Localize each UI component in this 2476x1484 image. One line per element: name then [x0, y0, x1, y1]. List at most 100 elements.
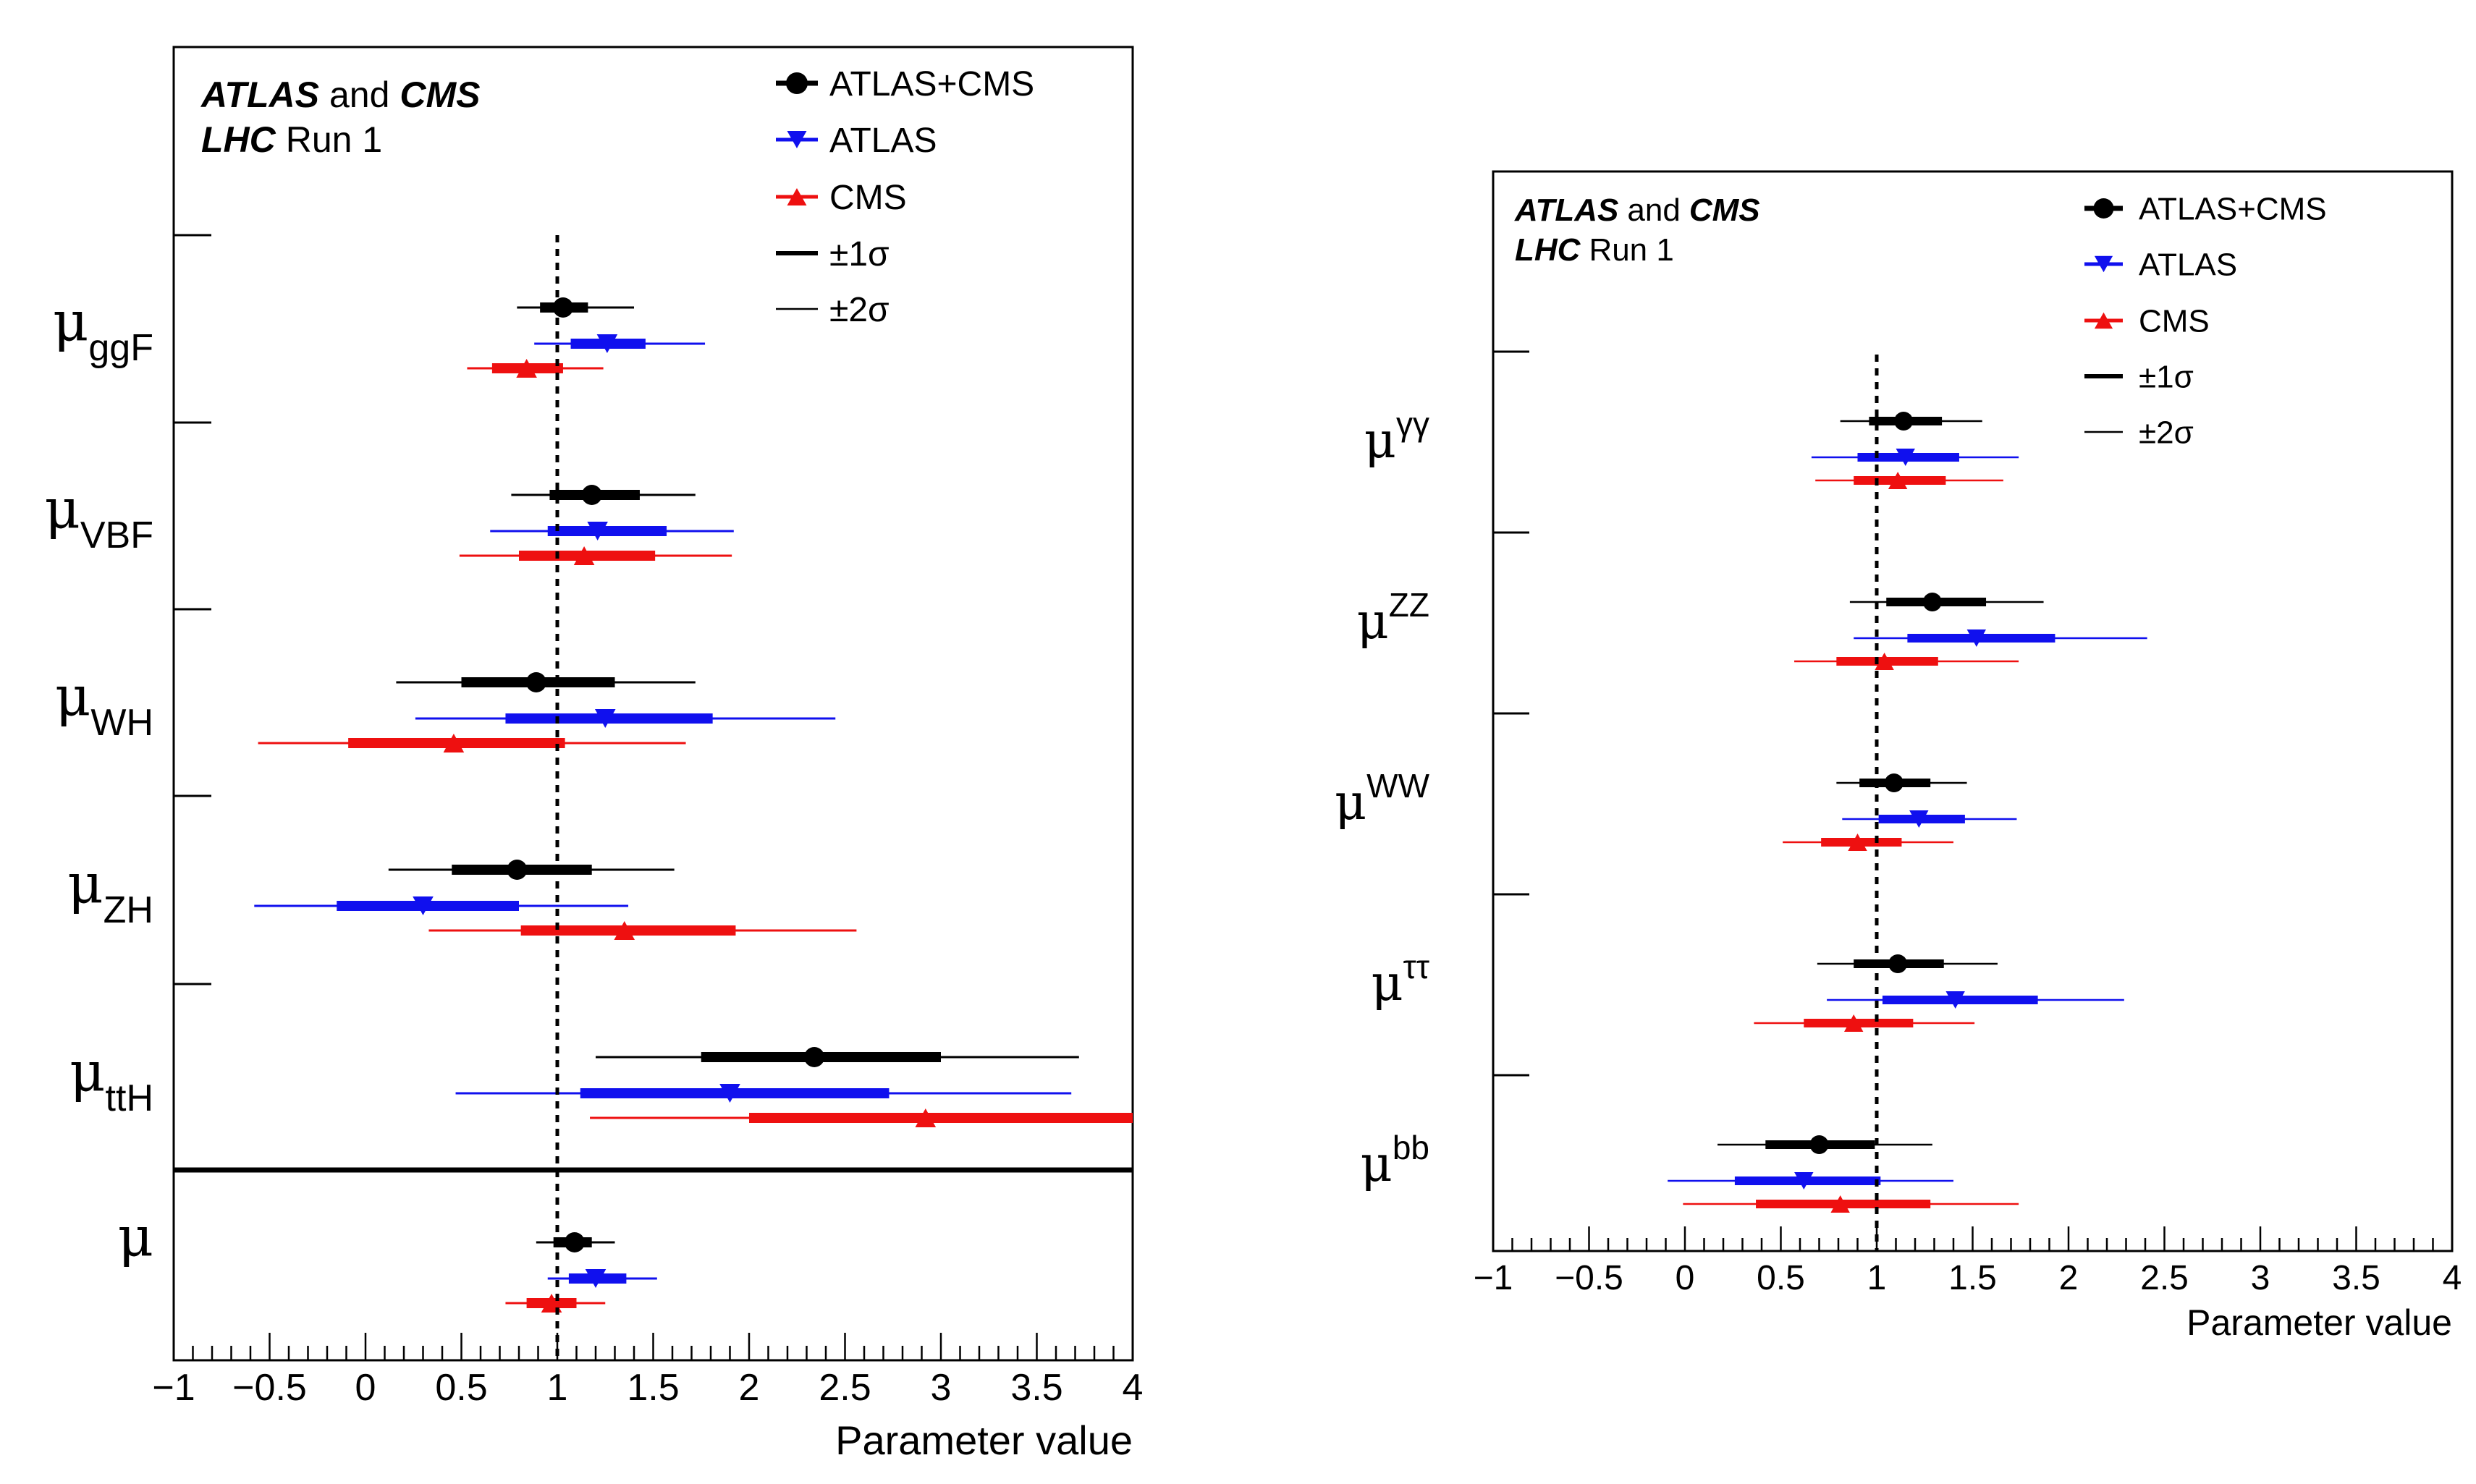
y-label-5: μ — [118, 1204, 153, 1268]
legend-label-two: ±2σ — [2139, 415, 2194, 450]
y-label-subscript: ggF — [88, 327, 153, 369]
legend-entry-two: ±2σ — [2084, 415, 2194, 450]
x-tick-label: 1 — [1867, 1259, 1887, 1297]
y-label-1: μVBF — [44, 476, 153, 556]
y-label-mu: μ — [1335, 774, 1366, 831]
right-plot-frame — [1492, 170, 2454, 1252]
left-x-axis-label: Parameter value — [835, 1417, 1133, 1463]
right-title-run: Run 1 — [1589, 232, 1673, 268]
y-label-superscript: γγ — [1396, 405, 1429, 443]
combined-marker-mu — [1888, 954, 1908, 973]
legend-entry-combined: ATLAS+CMS — [2084, 191, 2327, 226]
right-title-atlas: ATLAS — [1514, 192, 1618, 228]
right-title-lhc: LHC — [1515, 232, 1581, 268]
x-tick-label: −1 — [152, 1367, 195, 1409]
left-title: ATLAS and CMS LHC Run 1 — [200, 75, 481, 160]
left-title-cms: CMS — [400, 75, 480, 115]
x-tick-label: 2 — [739, 1367, 760, 1409]
y-label-1: μZZ — [1357, 586, 1429, 650]
x-tick-label: 0 — [355, 1367, 376, 1409]
atlas-marker-mu — [1896, 449, 1915, 466]
x-tick-label: 3 — [2251, 1259, 2270, 1297]
right-title: ATLAS and CMS LHC Run 1 — [1514, 192, 1760, 268]
x-tick-label: 1.5 — [1948, 1259, 1997, 1297]
right-title-and: and — [1627, 192, 1680, 228]
x-tick-label: 2 — [2059, 1259, 2079, 1297]
x-tick-label: 0.5 — [435, 1367, 487, 1409]
y-label-superscript: ZZ — [1389, 586, 1429, 624]
y-label-mu: μ — [53, 289, 88, 353]
legend-marker-combined — [786, 72, 808, 94]
cms-marker-bb — [1830, 1195, 1850, 1213]
combined-marker-bb — [1809, 1135, 1829, 1154]
legend-label-combined: ATLAS+CMS — [2139, 191, 2327, 226]
combined-marker-ggf — [552, 297, 573, 318]
left-title-run: Run 1 — [286, 119, 382, 160]
left-plot-frame — [172, 46, 1134, 1362]
y-label-mu: μ — [1364, 412, 1396, 470]
y-label-mu: μ — [118, 1204, 153, 1268]
y-label-4: μttH — [69, 1039, 153, 1119]
y-label-mu: μ — [1357, 593, 1389, 650]
atlas-marker-zh — [413, 896, 434, 915]
y-label-0: μγγ — [1364, 405, 1429, 470]
y-label-4: μbb — [1361, 1129, 1429, 1193]
right-x-axis-label: Parameter value — [2186, 1302, 2452, 1343]
x-tick-label: 4 — [1123, 1367, 1144, 1409]
x-tick-label: 1.5 — [627, 1367, 679, 1409]
x-tick-label: −1 — [1474, 1259, 1513, 1297]
legend-label-atlas: ATLAS — [829, 122, 937, 160]
left-x-axis: −1 −0.5 0 0.5 1 1.5 2 2.5 3 3.5 4 — [152, 1333, 1143, 1409]
legend-label-cms: CMS — [829, 179, 907, 217]
y-label-subscript: WH — [90, 702, 153, 744]
y-label-mu: μ — [1361, 1136, 1393, 1193]
atlas-marker-ggf — [596, 334, 618, 353]
y-label-mu: μ — [55, 663, 90, 728]
y-label-subscript: ttH — [106, 1077, 153, 1119]
x-tick-label: 2.5 — [819, 1367, 871, 1409]
legend-marker-cms — [787, 188, 807, 205]
x-tick-label: 4 — [2443, 1259, 2462, 1297]
legend-entry-cms: CMS — [2084, 303, 2210, 339]
x-tick-label: 3.5 — [1010, 1367, 1062, 1409]
combined-marker-zz — [1922, 593, 1942, 611]
x-tick-label: 1 — [547, 1367, 568, 1409]
combined-marker-mu — [564, 1232, 585, 1252]
legend-label-two: ±2σ — [829, 291, 890, 329]
combined-marker-tth — [804, 1047, 825, 1067]
right-x-axis: −1 −0.5 0 0.5 1 1.5 2 2.5 3 3.5 4 — [1474, 1226, 2462, 1297]
legend-marker-atlas — [787, 131, 807, 148]
legend-entry-one: ±1σ — [776, 235, 890, 274]
legend-marker-atlas — [2094, 255, 2113, 273]
legend-label-one: ±1σ — [2139, 359, 2194, 394]
combined-marker-wh — [525, 672, 546, 692]
legend-label-one: ±1σ — [829, 235, 890, 274]
y-label-3: μZH — [67, 851, 153, 931]
y-label-mu: μ — [67, 851, 103, 915]
legend-label-cms: CMS — [2139, 303, 2210, 339]
right-data-points — [1493, 350, 2147, 1251]
atlas-marker-zz — [1966, 629, 1986, 647]
atlas-marker-tth — [719, 1084, 740, 1103]
y-label-subscript: ZH — [103, 889, 153, 931]
legend-marker-cms — [2094, 312, 2113, 329]
y-label-subscript: VBF — [80, 514, 153, 556]
y-label-superscript: bb — [1393, 1129, 1429, 1166]
right-chart: ATLAS and CMS LHC Run 1 ATLAS+CMSATLASCMS±1… — [1335, 170, 2462, 1343]
y-label-2: μWH — [55, 663, 153, 744]
left-title-and: and — [329, 75, 389, 115]
atlas-marker-mu — [1945, 991, 1965, 1009]
left-chart: ATLAS and CMS LHC Run 1 ATLAS+CMSATLASCMS±1… — [44, 46, 1143, 1463]
x-tick-label: −0.5 — [232, 1367, 307, 1409]
atlas-marker-wh — [594, 709, 616, 728]
right-title-cms: CMS — [1689, 192, 1760, 228]
atlas-marker-bb — [1794, 1172, 1814, 1190]
legend-entry-atlas: ATLAS — [2084, 247, 2237, 282]
y-label-3: μττ — [1371, 948, 1429, 1012]
combined-marker-ww — [1884, 773, 1904, 792]
